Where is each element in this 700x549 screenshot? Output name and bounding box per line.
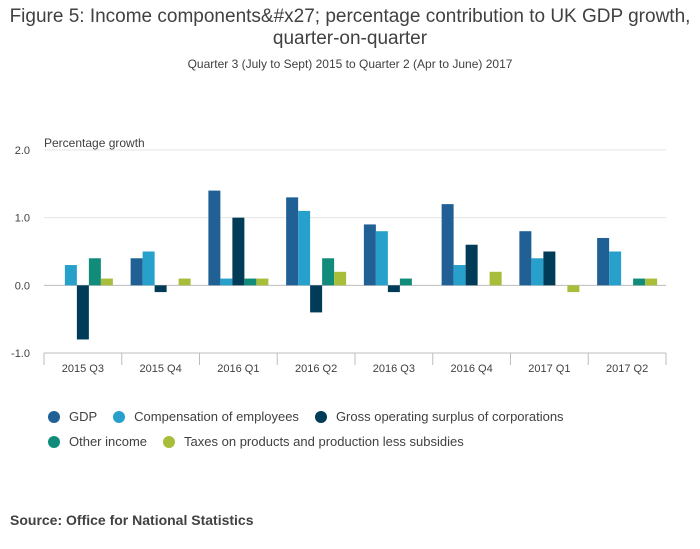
bar (178, 278, 191, 286)
bar (645, 278, 658, 286)
bars (64, 190, 658, 340)
bar (208, 190, 221, 286)
y-tick-label: 0.0 (15, 280, 30, 292)
bar (154, 285, 167, 293)
y-tick-label: 1.0 (15, 213, 30, 225)
bar (543, 251, 556, 286)
bar (142, 251, 155, 286)
bar-chart: -1.0 0.0 1.0 2.0 2015 Q3 2015 Q4 2016 Q1 2016 Q… (11, 136, 667, 375)
bar (441, 204, 454, 286)
y-axis-label: Percentage growth (44, 136, 145, 150)
x-tick-label: 2017 Q2 (606, 363, 648, 375)
legend-label: Compensation of employees (134, 409, 299, 424)
bar (597, 237, 610, 286)
legend-label: Taxes on products and production less su… (184, 434, 464, 449)
bar (100, 278, 113, 286)
x-tick-label: 2016 Q2 (295, 363, 337, 375)
legend: GDP Compensation of employees Gross operat… (48, 404, 688, 454)
bar (633, 278, 646, 286)
legend-swatch (113, 410, 126, 423)
legend-label: Gross operating surplus of corporations (335, 409, 564, 424)
bar (232, 217, 245, 286)
source-note: Source: Office for National Statistics (10, 512, 254, 528)
legend-label: GDP (69, 409, 98, 424)
bar (220, 278, 233, 286)
bar (322, 258, 335, 286)
gridlines (44, 149, 666, 354)
bar (334, 271, 347, 286)
y-tick-label: 2.0 (15, 145, 30, 157)
bar (489, 271, 502, 286)
x-tick-label: 2017 Q1 (528, 363, 570, 375)
x-tick-label: 2015 Q3 (62, 363, 104, 375)
bar (531, 258, 544, 286)
bar (375, 231, 388, 286)
x-tick-label: 2016 Q3 (373, 363, 415, 375)
legend-swatch (163, 435, 176, 448)
bar (387, 285, 400, 293)
bar (465, 244, 478, 286)
bar (88, 258, 101, 286)
bar (286, 197, 299, 286)
bar (244, 278, 257, 286)
chart-title: Figure 5: Income components&#x27; percen… (9, 6, 691, 49)
legend-swatch (48, 435, 60, 448)
chart-subtitle: Quarter 3 (July to Sept) 2015 to Quarter… (187, 57, 513, 71)
bar (298, 210, 311, 286)
bar (609, 251, 622, 286)
legend-item: Compensation of employees (113, 404, 299, 429)
bar (567, 285, 580, 293)
bar (76, 285, 89, 340)
bar (310, 285, 323, 313)
legend-swatch (314, 410, 327, 423)
bar (256, 278, 269, 286)
axes: -1.0 0.0 1.0 2.0 2015 Q3 2015 Q4 2016 Q1 2016 Q… (11, 145, 667, 375)
bar (399, 278, 412, 286)
bar (453, 265, 466, 286)
legend-label: Other income (69, 434, 148, 449)
bar (130, 258, 143, 286)
x-tick-label: 2016 Q1 (217, 363, 259, 375)
x-tick-label: 2015 Q4 (140, 363, 182, 375)
legend-item: Other income (48, 429, 147, 454)
x-tick-label: 2016 Q4 (451, 363, 493, 375)
y-tick-label: -1.0 (11, 348, 30, 360)
legend-item: GDP (48, 404, 97, 429)
bar (519, 231, 532, 286)
legend-item: Gross operating surplus of corporations (314, 404, 564, 429)
legend-swatch (48, 410, 60, 423)
legend-item: Taxes on products and production less su… (163, 429, 464, 454)
bar (363, 224, 376, 286)
bar (64, 265, 77, 286)
